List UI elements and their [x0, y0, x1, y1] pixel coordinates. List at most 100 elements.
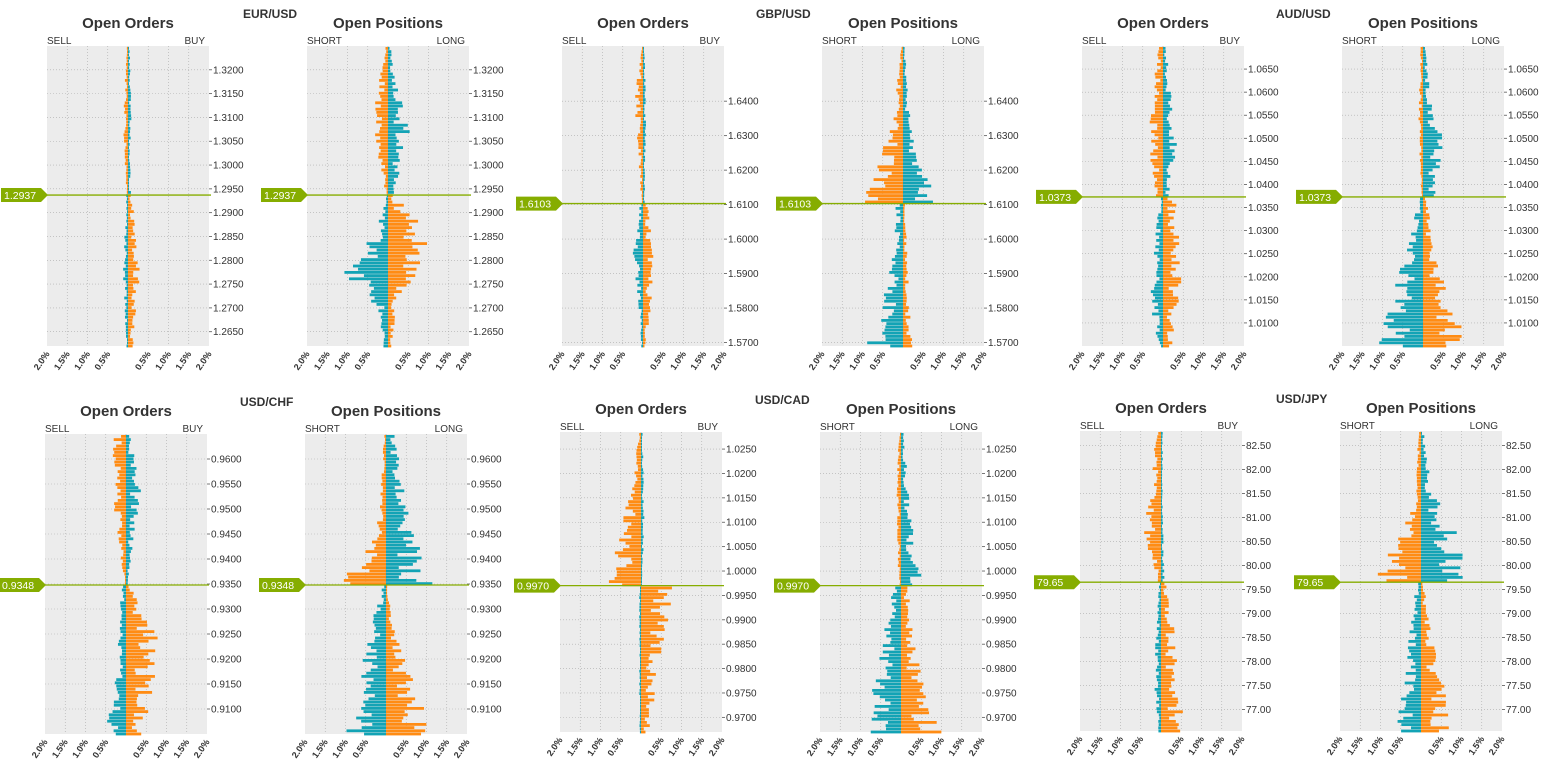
x-tick-label: 1.5%: [686, 735, 706, 758]
bar-left: [885, 698, 901, 702]
bar-right: [1421, 662, 1434, 666]
bar-right: [1161, 697, 1178, 701]
bar-left: [640, 657, 641, 660]
bar-left: [897, 461, 901, 465]
bar-right: [1163, 59, 1166, 63]
bar-right: [643, 287, 647, 290]
bar-left: [125, 98, 128, 101]
bar-right: [1421, 585, 1423, 589]
bar-right: [903, 277, 906, 281]
bar-left: [1419, 143, 1423, 146]
bar-right: [901, 628, 913, 631]
bar-right: [903, 280, 909, 284]
bar-left: [1158, 723, 1161, 726]
current-price-tag: [1, 188, 48, 203]
bar-left: [1150, 290, 1163, 293]
bar-right: [901, 641, 911, 644]
bar-right: [641, 586, 672, 590]
x-tick-label: 0.5%: [867, 349, 887, 372]
bar-left: [638, 299, 643, 303]
bar-right: [643, 338, 646, 341]
bar-right: [641, 602, 671, 606]
bar-right: [641, 701, 650, 705]
bar-right: [903, 181, 924, 185]
bar-left: [380, 149, 388, 153]
bar-left: [641, 50, 643, 53]
bar-right: [388, 165, 398, 169]
bar-right: [1163, 306, 1174, 309]
bar-right: [1161, 502, 1162, 506]
bar-left: [639, 644, 641, 647]
bar-right: [903, 123, 910, 127]
y-tick-label: 77.50: [1246, 681, 1271, 692]
bar-left: [121, 563, 126, 566]
bar-left: [120, 511, 126, 515]
bar-right: [901, 673, 918, 676]
bar-left: [1151, 515, 1161, 518]
bar-left: [639, 232, 643, 236]
bar-left: [884, 685, 901, 689]
bar-left: [372, 620, 386, 624]
bar-right: [903, 251, 908, 255]
bar-left: [1421, 95, 1423, 98]
x-tick-label: 2.0%: [707, 735, 727, 758]
bar-right: [126, 598, 137, 601]
bar-right: [388, 111, 398, 114]
bar-left: [1421, 127, 1423, 130]
bar-left: [627, 529, 641, 532]
bar-left: [123, 133, 128, 137]
bar-right: [1163, 56, 1167, 60]
x-tick-label: 1.0%: [847, 349, 867, 372]
bar-right: [1161, 531, 1163, 534]
x-tick-label: 1.5%: [946, 735, 966, 758]
bar-right: [1163, 136, 1174, 140]
bar-left: [899, 72, 903, 76]
bar-right: [903, 213, 905, 217]
bar-right: [128, 59, 129, 63]
bar-left: [358, 267, 388, 271]
bar-right: [901, 599, 910, 603]
bar-left: [1157, 255, 1163, 258]
bar-right: [1163, 85, 1167, 89]
x-tick-label: 2.0%: [30, 737, 50, 760]
bar-right: [126, 620, 147, 624]
bar-right: [643, 98, 646, 101]
bar-left: [115, 483, 126, 486]
bar-left: [1160, 197, 1163, 201]
bar-left: [124, 149, 128, 153]
x-tick-label: 1.5%: [1345, 734, 1365, 757]
bar-left: [126, 59, 128, 63]
y-tick-label: 0.9700: [986, 713, 1017, 724]
bar-right: [903, 306, 909, 309]
bar-left: [640, 117, 643, 121]
bar-left: [640, 679, 641, 683]
bar-left: [385, 53, 388, 57]
bar-right: [126, 566, 130, 569]
x-tick-label: 1.0%: [1448, 349, 1468, 372]
bar-left: [1149, 120, 1163, 124]
bar-left: [882, 149, 903, 153]
bar-right: [1421, 704, 1446, 707]
x-tick-label: 2.0%: [1229, 349, 1249, 372]
bar-left: [898, 484, 901, 487]
bar-left: [890, 631, 901, 635]
bar-left: [380, 229, 388, 233]
bar-left: [1420, 47, 1423, 50]
bar-left: [383, 601, 386, 605]
bar-left: [381, 117, 388, 121]
bar-right: [901, 698, 917, 702]
bar-left: [120, 668, 126, 672]
bar-left: [380, 104, 388, 108]
bar-left: [377, 521, 386, 525]
bar-left: [628, 503, 641, 507]
bar-left: [1407, 287, 1423, 290]
bar-left: [1413, 627, 1421, 630]
bar-right: [128, 232, 135, 236]
y-tick-label: 0.9850: [726, 640, 757, 651]
bar-right: [388, 245, 413, 249]
bar-left: [898, 107, 903, 111]
y-tick-label: 1.2750: [213, 280, 244, 291]
x-tick-label: 0.5%: [646, 735, 666, 758]
bar-right: [903, 168, 922, 172]
bar-right: [1423, 175, 1435, 178]
